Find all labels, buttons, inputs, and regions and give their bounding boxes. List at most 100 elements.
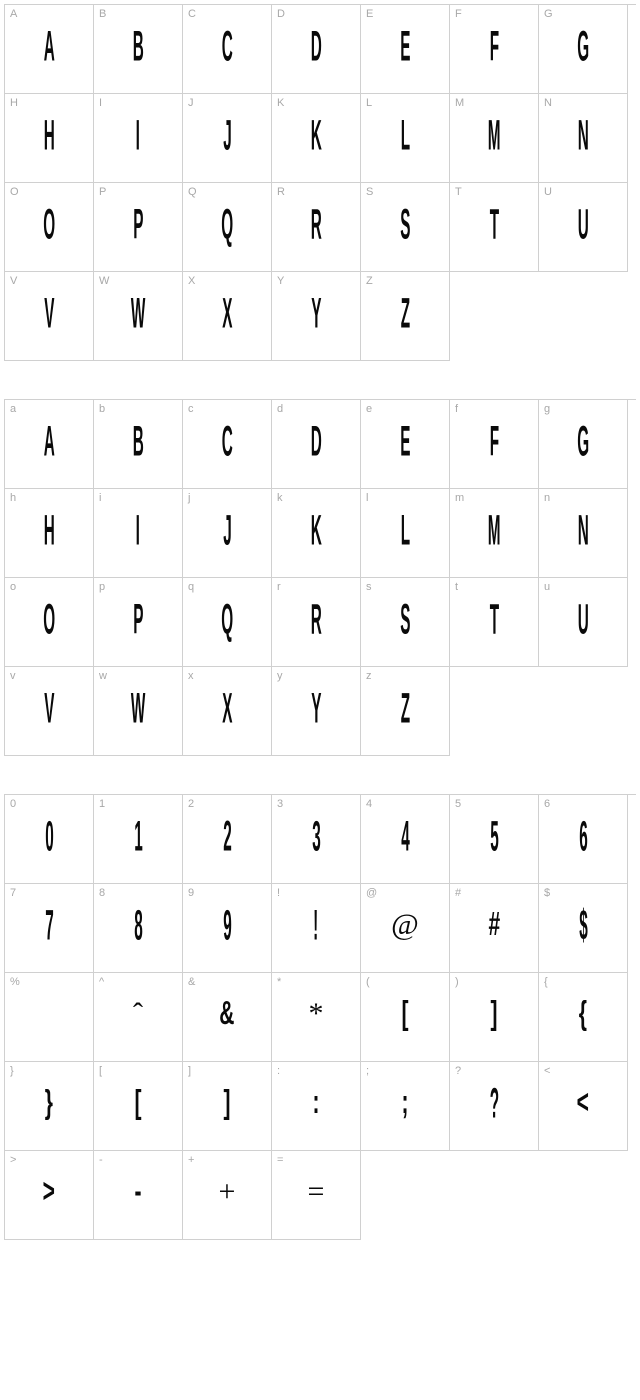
glyph: ] [491, 995, 498, 1032]
glyph: T [489, 596, 498, 645]
glyph-cell: fF [450, 400, 539, 489]
glyph-cell: tT [450, 578, 539, 667]
glyph-cell: !! [272, 884, 361, 973]
cell-label: 6 [544, 798, 550, 810]
cell-label: M [455, 97, 464, 109]
glyph: > [43, 1173, 55, 1210]
cell-label: s [366, 581, 372, 593]
cell-label: [ [99, 1065, 102, 1077]
glyph: 7 [45, 902, 54, 951]
glyph: R [310, 201, 321, 250]
glyph-cell: FF [450, 5, 539, 94]
glyph-cell: PP [94, 183, 183, 272]
glyph: [ [402, 995, 409, 1032]
glyph: H [43, 112, 54, 161]
glyph-cell: BB [94, 5, 183, 94]
glyph-cell: == [272, 1151, 361, 1240]
cell-label: E [366, 8, 373, 20]
glyph: N [577, 507, 588, 556]
glyph-cell: nN [539, 489, 628, 578]
cell-label: O [10, 186, 19, 198]
cell-label: - [99, 1154, 103, 1166]
glyph-cell: 77 [5, 884, 94, 973]
cell-label: { [544, 976, 548, 988]
glyph-cell: ?? [450, 1062, 539, 1151]
glyph: ] [224, 1084, 231, 1121]
glyph: I [136, 112, 140, 161]
cell-label: e [366, 403, 372, 415]
glyph: $ [579, 902, 588, 951]
cell-label: t [455, 581, 458, 593]
glyph: 3 [312, 813, 321, 862]
glyph: A [43, 418, 54, 467]
glyph: P [133, 596, 143, 645]
cell-label: n [544, 492, 550, 504]
cell-label: W [99, 275, 109, 287]
glyph: F [489, 418, 498, 467]
glyph: W [131, 685, 145, 734]
cell-label: Z [366, 275, 373, 287]
cell-label: R [277, 186, 285, 198]
cell-label: < [544, 1065, 550, 1077]
cell-label: % [10, 976, 20, 988]
glyph: ; [402, 1084, 409, 1121]
glyph: F [489, 23, 498, 72]
cell-label: T [455, 186, 462, 198]
glyph-cell: SS [361, 183, 450, 272]
glyph: U [577, 201, 588, 250]
cell-label: x [188, 670, 194, 682]
cell-label: > [10, 1154, 16, 1166]
cell-label: Q [188, 186, 197, 198]
glyph: 4 [401, 813, 410, 862]
glyph-cell: @@ [361, 884, 450, 973]
glyph-cell: II [94, 94, 183, 183]
cell-label: 4 [366, 798, 372, 810]
cell-label: i [99, 492, 101, 504]
glyph-cell: UU [539, 183, 628, 272]
cell-label: V [10, 275, 17, 287]
cell-label: f [455, 403, 458, 415]
glyph: M [488, 507, 501, 556]
cell-label: B [99, 8, 106, 20]
glyph-cell: {{ [539, 973, 628, 1062]
glyph: 8 [134, 902, 143, 951]
glyph: Z [400, 290, 409, 339]
cell-label: X [188, 275, 195, 287]
glyph-cell: sS [361, 578, 450, 667]
glyph-cell: YY [272, 272, 361, 361]
cell-label: 2 [188, 798, 194, 810]
cell-label: F [455, 8, 462, 20]
glyph-cell: $$ [539, 884, 628, 973]
cell-label: # [455, 887, 461, 899]
glyph-cell: QQ [183, 183, 272, 272]
glyph: V [44, 290, 54, 339]
glyph: K [310, 507, 321, 556]
glyph-cell: 44 [361, 795, 450, 884]
cell-label: g [544, 403, 550, 415]
cell-label: P [99, 186, 106, 198]
cell-label: + [188, 1154, 194, 1166]
cell-label: u [544, 581, 550, 593]
cell-label: = [277, 1154, 283, 1166]
glyph-cell: 11 [94, 795, 183, 884]
glyph-cell: JJ [183, 94, 272, 183]
glyph: T [489, 201, 498, 250]
cell-label: a [10, 403, 16, 415]
glyph: # [488, 906, 500, 943]
glyph-cell: jJ [183, 489, 272, 578]
glyph: [ [135, 1084, 142, 1121]
cell-label: r [277, 581, 281, 593]
cell-label: S [366, 186, 373, 198]
glyph: R [310, 596, 321, 645]
cell-label: 5 [455, 798, 461, 810]
glyph-cell: 22 [183, 795, 272, 884]
cell-label: 9 [188, 887, 194, 899]
lowercase-grid: aAbBcCdDeEfFgGhHiIjJkKlLmMnNoOpPqQrRsStT… [4, 399, 636, 756]
glyph-cell: DD [272, 5, 361, 94]
glyph: D [310, 23, 321, 72]
glyph: : [313, 1084, 320, 1121]
glyph: S [400, 596, 410, 645]
glyph: K [310, 112, 321, 161]
glyph: W [131, 290, 145, 339]
glyph: E [400, 418, 410, 467]
